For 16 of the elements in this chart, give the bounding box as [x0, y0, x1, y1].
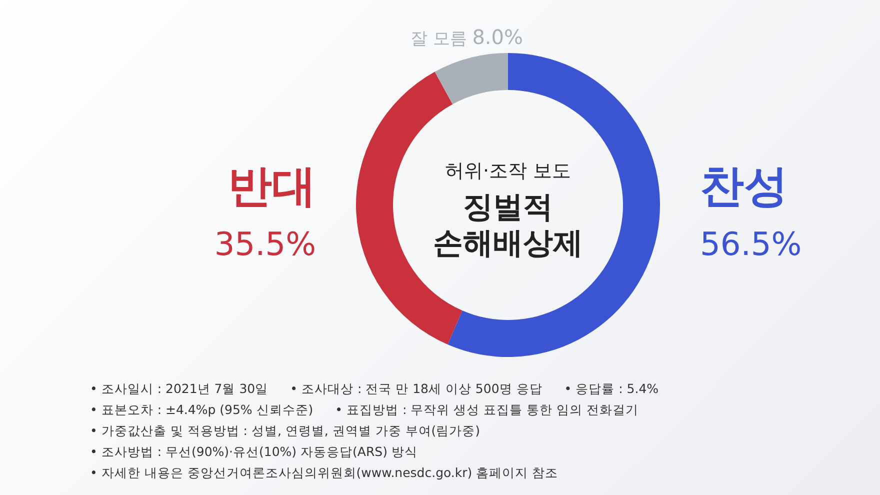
- text: • 자세한 내용은 중앙선거여론조사심의위원회(www.nesdc.go.kr) 홈페이지 참조: [90, 464, 558, 482]
- slice-label: 잘 모름: [410, 29, 472, 50]
- data-label: 35.5%: [214, 225, 316, 263]
- slice-label: 반대: [228, 161, 316, 212]
- text: • 조사대상 : 전국 만 18세 이상 500명 응답: [290, 380, 542, 398]
- data-label: 8.0%: [472, 25, 524, 50]
- text: • 표집방법 : 무작위 생성 표집틀 통한 임의 전화걸기: [335, 401, 639, 419]
- text: • 응답률 : 5.4%: [564, 380, 659, 398]
- text: 징벌적 손해배상제: [433, 190, 583, 261]
- text: 허위·조작 보도: [444, 160, 572, 182]
- data-label: 56.5%: [700, 225, 802, 263]
- text: • 조사방법 : 무선(90%)·유선(10%) 자동응답(ARS) 방식: [90, 443, 418, 461]
- text: • 표본오차 : ±4.4%p (95% 신뢰수준): [90, 401, 314, 419]
- slice-label: 찬성: [700, 161, 788, 212]
- text: • 가중값산출 및 적용방법 : 성별, 연령별, 권역별 가중 부여(림가중): [90, 422, 480, 440]
- text: • 조사일시 : 2021년 7월 30일: [90, 380, 268, 398]
